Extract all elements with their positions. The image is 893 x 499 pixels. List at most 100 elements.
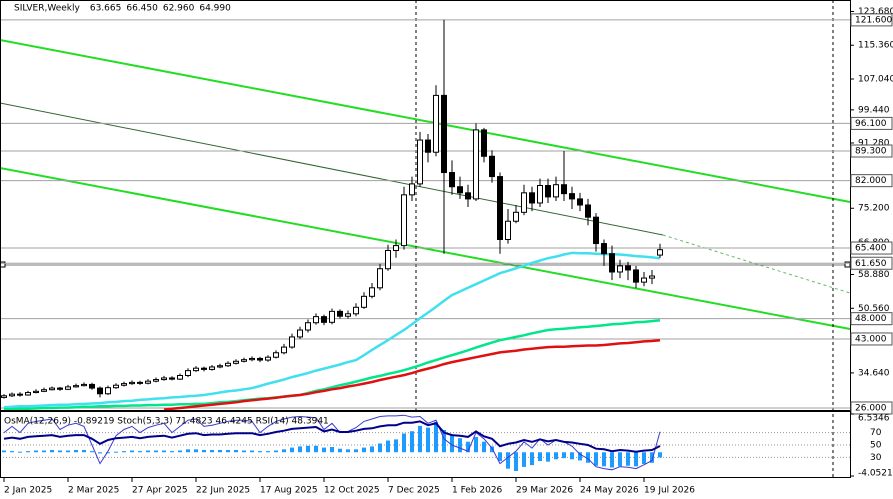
osma-bar — [538, 452, 542, 462]
candle-body — [545, 185, 551, 198]
level-label: 26.000 — [855, 403, 887, 413]
candle-body — [137, 381, 143, 384]
level-label-box — [850, 144, 893, 158]
osma-bar — [130, 450, 134, 453]
y-tick-label: 6.5346 — [858, 414, 890, 424]
osma-bar — [642, 452, 646, 464]
candle-body — [481, 129, 487, 157]
osma-bar — [266, 451, 270, 453]
candle-body — [393, 245, 399, 251]
osma-bar — [338, 448, 342, 453]
osma-bar — [170, 451, 174, 453]
candle-body — [89, 383, 95, 389]
candle-body — [657, 249, 663, 256]
osma-bar — [562, 452, 566, 459]
osma-bar — [530, 452, 534, 466]
osma-bar — [10, 451, 14, 453]
osma-bar — [114, 451, 118, 453]
x-tick-label: 17 Aug 2025 — [260, 486, 318, 496]
candle-body — [337, 310, 343, 317]
candle-body — [289, 336, 295, 348]
ohlc-value: 64.990 — [199, 4, 231, 14]
candle-body — [457, 186, 463, 194]
osma-bar — [394, 439, 398, 453]
candle-body — [473, 129, 479, 200]
osma-bar — [410, 431, 414, 453]
x-tick-label: 19 Jul 2026 — [644, 486, 695, 496]
level-label: 65.400 — [855, 244, 887, 254]
y-tick-label: 107.040 — [858, 74, 893, 84]
candle-body — [361, 295, 367, 308]
osma-bar — [66, 450, 70, 453]
level-label-box — [850, 312, 893, 326]
osma-bar — [330, 446, 334, 453]
candle-body — [65, 386, 71, 390]
candle-body — [401, 194, 407, 247]
x-tick-label: 29 Mar 2026 — [516, 486, 573, 496]
osma-bar — [298, 446, 302, 453]
candle-body — [25, 392, 31, 396]
candle-body — [321, 316, 327, 323]
candle-body — [601, 243, 607, 255]
osma-bar — [154, 450, 158, 453]
osma-bar — [106, 452, 110, 454]
osma-bar — [34, 450, 38, 453]
osma-bar — [586, 452, 590, 463]
osma-bar — [50, 449, 54, 453]
candle-body — [33, 390, 39, 394]
candle-body — [73, 385, 79, 388]
candle-body — [209, 366, 215, 370]
osma-bar — [2, 450, 6, 453]
osma-bar — [514, 452, 518, 472]
osma-bar — [242, 450, 246, 453]
candle-body — [297, 329, 303, 338]
osma-bar — [378, 443, 382, 453]
ohlc-value: 62.960 — [163, 4, 195, 14]
candle-body — [153, 379, 159, 382]
price-frame — [0, 0, 851, 411]
osma-bar — [418, 425, 422, 453]
osma-bar — [218, 449, 222, 453]
osma-bar — [634, 452, 638, 467]
osma-bar — [458, 438, 462, 453]
ohlc-value: 66.450 — [126, 4, 158, 14]
osma-bar — [426, 427, 430, 453]
osma-bar — [402, 433, 406, 453]
candle-body — [105, 387, 111, 395]
candle-body — [257, 357, 263, 361]
level-label: 48.000 — [855, 314, 887, 324]
osma-bar — [42, 450, 46, 453]
y-tick-label: 115.360 — [858, 41, 893, 51]
osma-bar — [186, 449, 190, 453]
osma-bar — [90, 451, 94, 453]
candle-body — [353, 306, 359, 315]
level-label: 43.000 — [855, 334, 887, 344]
level-label-box — [850, 174, 893, 188]
candle-body — [57, 387, 63, 390]
osma-bar — [362, 447, 366, 453]
osma-bar — [554, 452, 558, 460]
candle-body — [417, 139, 423, 185]
osma-bar — [58, 450, 62, 453]
level-label: 121.600 — [855, 15, 892, 25]
osma-bar — [474, 437, 478, 453]
candle-body — [593, 216, 599, 245]
indicator-frame — [0, 411, 851, 478]
moving-average — [3, 251, 661, 409]
candle-body — [329, 310, 335, 323]
osma-bar — [226, 449, 230, 453]
candle-body — [649, 275, 655, 279]
osma-bar — [138, 451, 142, 453]
candle-body — [505, 220, 511, 241]
osma-bar — [482, 441, 486, 453]
candle-body — [577, 198, 583, 206]
candle-body — [113, 384, 119, 389]
candle-body — [345, 313, 351, 317]
line-handle — [0, 261, 6, 268]
moving-average — [4, 319, 661, 411]
osma-bar — [546, 452, 550, 462]
candle-body — [497, 176, 503, 241]
candle-body — [9, 393, 15, 397]
x-tick-label: 2 Mar 2025 — [68, 486, 119, 496]
